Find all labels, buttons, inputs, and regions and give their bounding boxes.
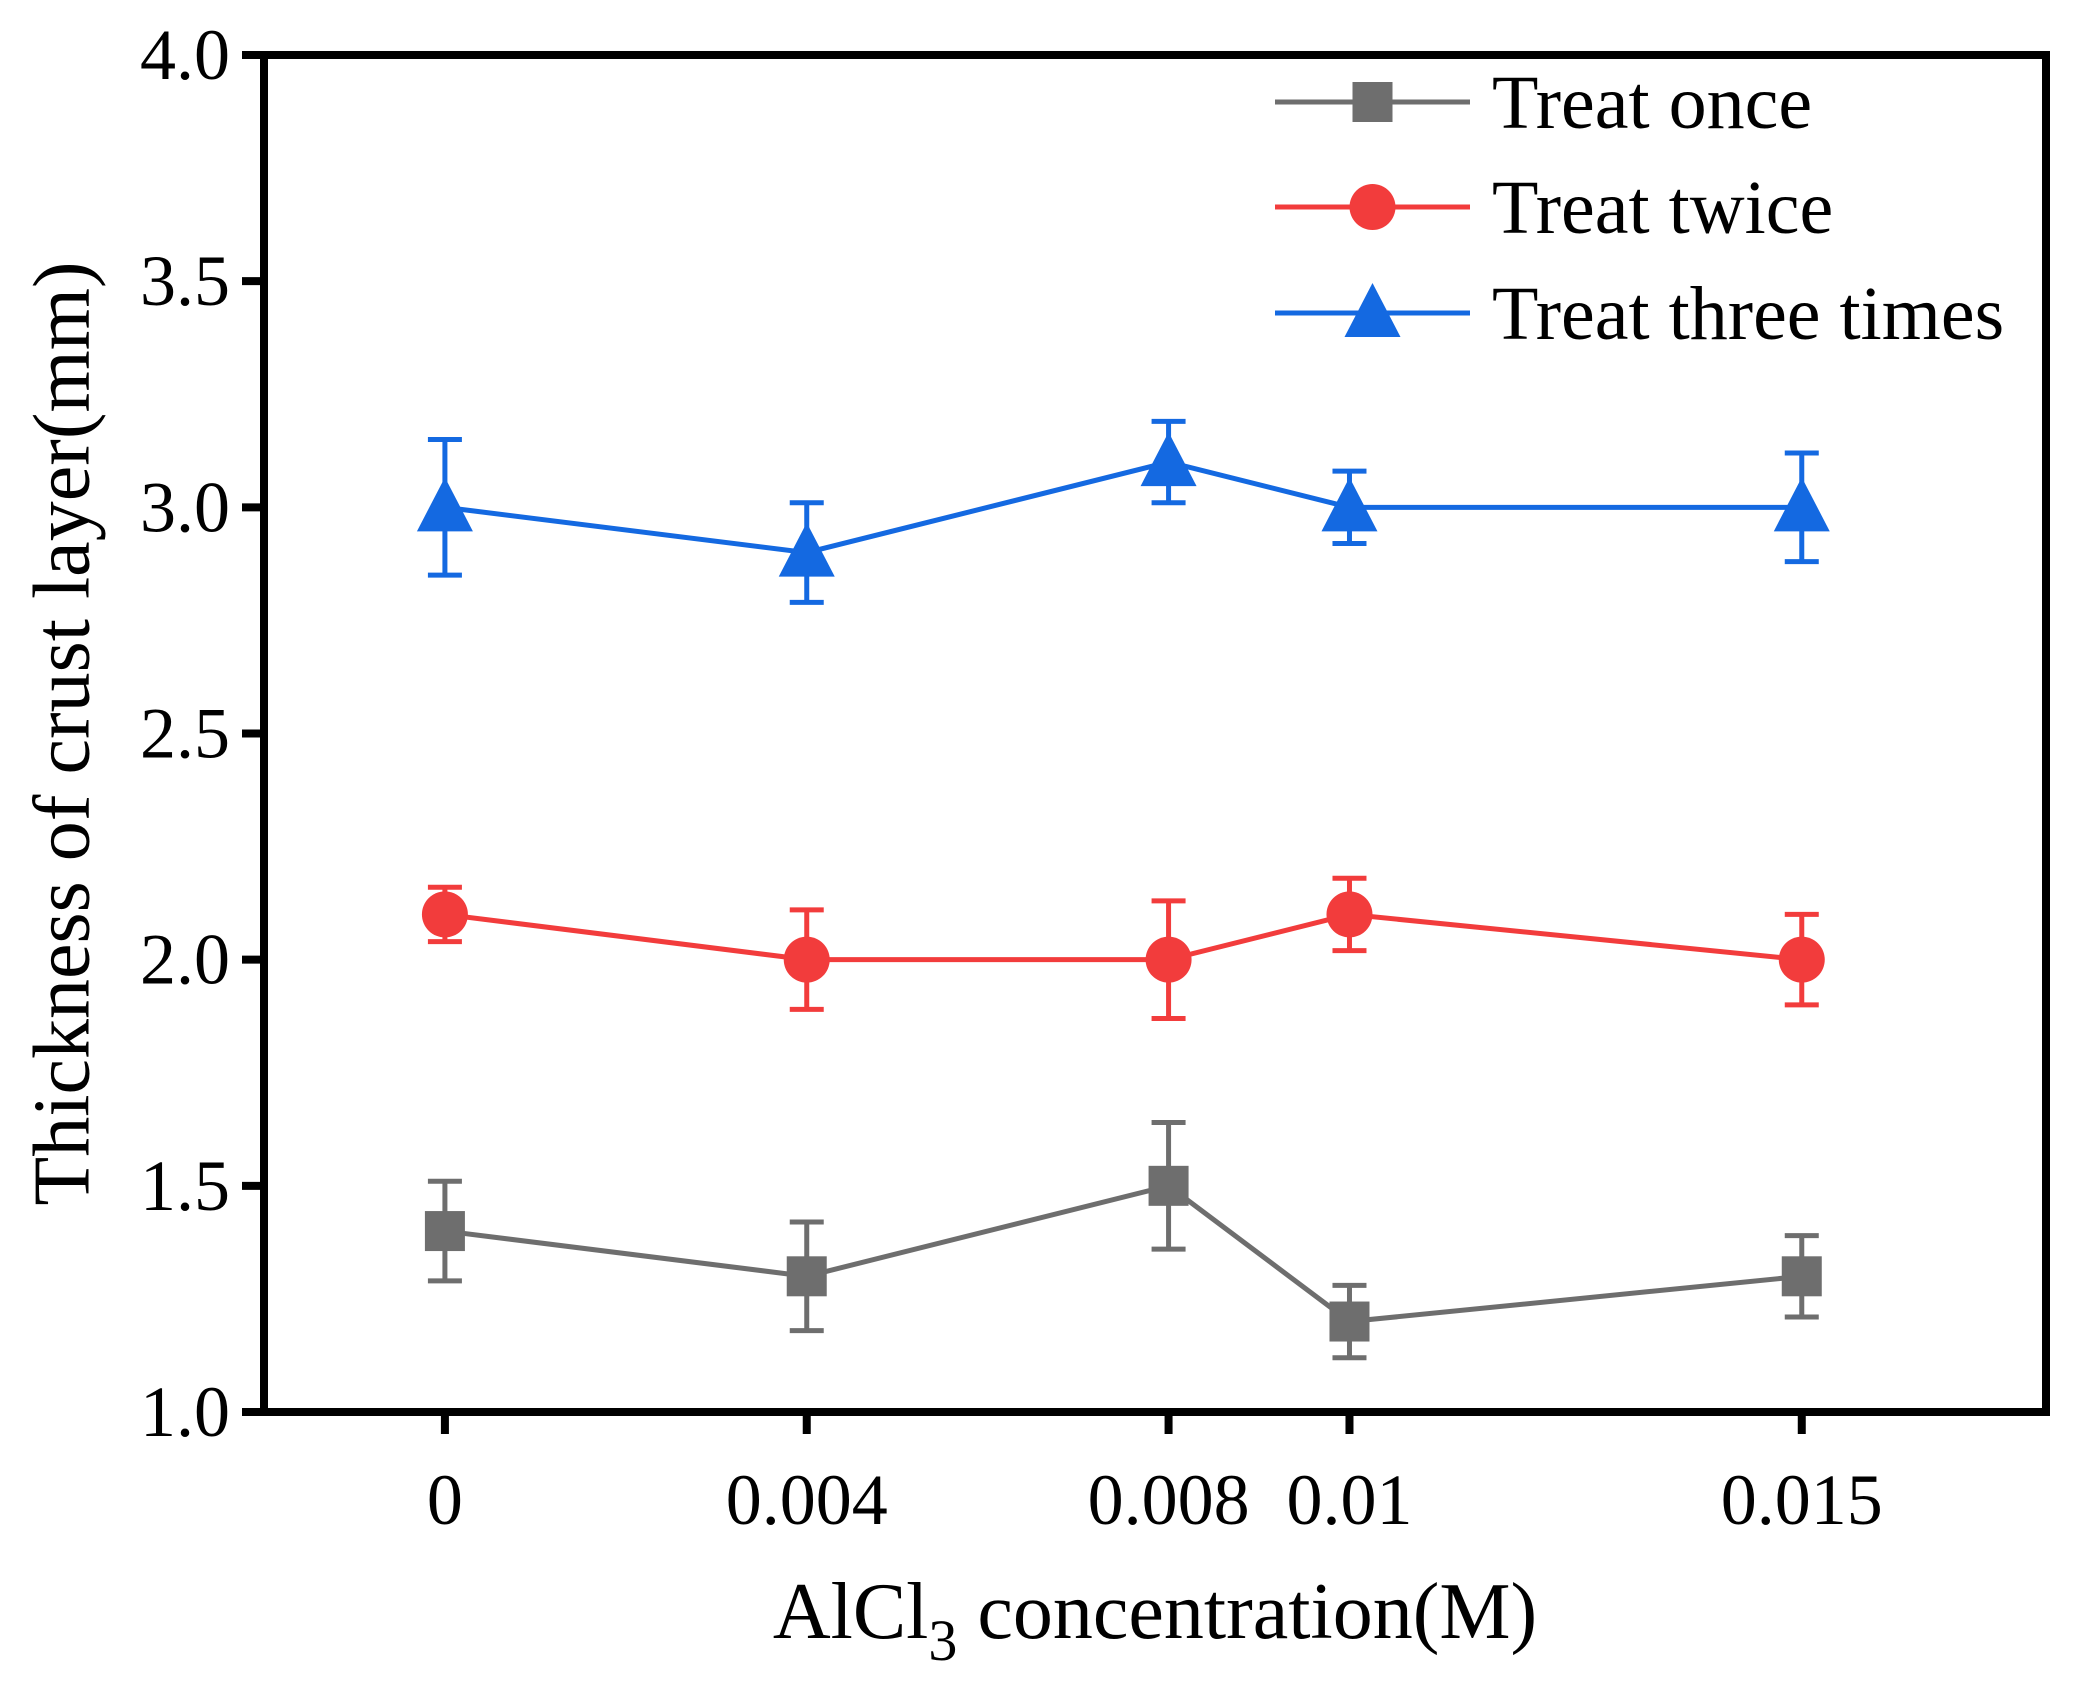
data-point-treat-once	[1329, 1301, 1370, 1342]
x-axis-title-rest: concentration(M)	[957, 1568, 1537, 1656]
data-point-treat-three-times	[1140, 432, 1197, 487]
data-point-treat-three-times	[778, 522, 835, 577]
data-point-treat-once	[1781, 1256, 1822, 1297]
x-tick-label: 0.008	[1088, 1460, 1250, 1540]
legend-label: Treat twice	[1492, 166, 1833, 250]
y-tick-label: 2.0	[140, 920, 230, 1000]
legend-marker	[1349, 184, 1396, 230]
y-tick-label: 3.0	[140, 467, 230, 547]
data-point-treat-twice	[1778, 936, 1825, 983]
data-point-treat-twice	[1326, 891, 1373, 938]
data-point-treat-once	[786, 1256, 827, 1297]
series-line-treat-once	[444, 1183, 1803, 1325]
y-tick-label: 4.0	[140, 15, 230, 95]
data-point-treat-twice	[421, 891, 468, 938]
y-tick-label: 1.5	[140, 1146, 230, 1226]
x-axis-title-main: AlCl	[773, 1568, 929, 1656]
data-point-treat-twice	[783, 936, 830, 983]
legend-item-treat-once: Treat once	[1275, 61, 1812, 145]
x-tick-label: 0.015	[1721, 1460, 1883, 1540]
x-axis-title: AlCl3 concentration(M)	[773, 1568, 1537, 1673]
data-point-treat-three-times	[1773, 477, 1830, 532]
series-markers	[416, 432, 1830, 1342]
y-tick-label: 1.0	[140, 1372, 230, 1452]
y-tick-label: 3.5	[140, 241, 230, 321]
legend-item-treat-three-times: Treat three times	[1275, 272, 2004, 356]
series-line-treat-twice	[444, 911, 1803, 963]
legend-marker	[1344, 283, 1401, 337]
legend-item-treat-twice: Treat twice	[1275, 166, 1833, 250]
error-bars	[427, 418, 1819, 1361]
series-lines	[444, 459, 1803, 1325]
series-line-treat-three-times	[444, 459, 1802, 556]
data-point-treat-three-times	[416, 477, 473, 532]
data-point-treat-twice	[1145, 936, 1192, 983]
axes: 1.0 1.5 2.0 2.5 3.0 3.5 4.0 0 0.004 0.008 0.01 0.01…	[140, 15, 1883, 1540]
legend-marker	[1352, 82, 1393, 122]
data-point-treat-once	[1148, 1165, 1189, 1206]
y-axis-title: Thickness of crust layer(mm)	[18, 261, 106, 1205]
legend: Treat once Treat twice Treat three times	[1275, 61, 2004, 356]
data-point-treat-once	[424, 1211, 465, 1252]
x-tick-label: 0.01	[1286, 1460, 1412, 1540]
x-tick-label: 0	[427, 1460, 463, 1540]
x-tick-label: 0.004	[726, 1460, 888, 1540]
legend-label: Treat once	[1492, 61, 1812, 145]
plot-area-frame	[260, 51, 2050, 1416]
x-axis-title-subscript: 3	[928, 1608, 957, 1673]
y-tick-label: 2.5	[140, 694, 230, 774]
legend-label: Treat three times	[1492, 272, 2004, 356]
data-point-treat-three-times	[1321, 477, 1378, 532]
